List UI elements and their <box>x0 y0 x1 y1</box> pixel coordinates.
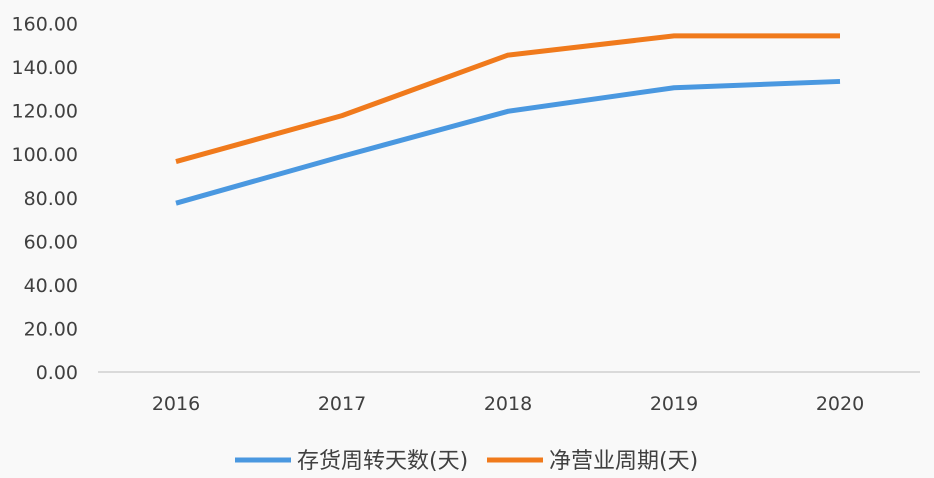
x-tick-label: 2018 <box>484 393 532 415</box>
y-tick-label: 140.00 <box>12 57 78 79</box>
y-tick-label: 20.00 <box>24 318 78 340</box>
x-tick-label: 2019 <box>650 393 698 415</box>
series-line-1 <box>175 33 840 165</box>
y-tick-label: 160.00 <box>12 14 78 36</box>
x-tick-label: 2017 <box>318 393 366 415</box>
legend-label-0: 存货周转天数(天) <box>297 449 468 474</box>
legend-label-1: 净营业周期(天) <box>549 449 698 474</box>
y-tick-label: 60.00 <box>24 231 78 253</box>
y-tick-label: 40.00 <box>24 275 78 297</box>
y-tick-label: 80.00 <box>24 188 78 210</box>
series-line-0 <box>175 78 841 206</box>
y-tick-label: 120.00 <box>12 101 78 123</box>
y-tick-label: 0.00 <box>36 362 78 384</box>
x-tick-label: 2020 <box>816 393 864 415</box>
x-tick-label: 2016 <box>152 393 200 415</box>
y-tick-label: 100.00 <box>12 144 78 166</box>
